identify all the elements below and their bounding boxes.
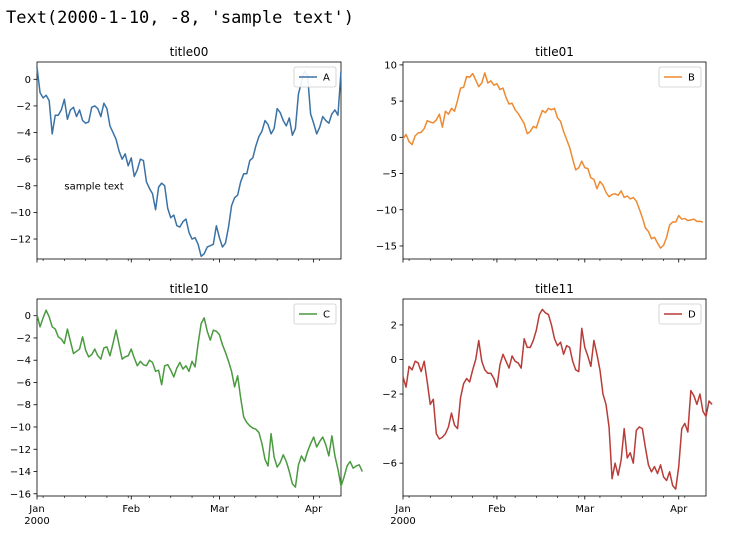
- legend: C: [293, 303, 337, 325]
- legend: A: [293, 66, 337, 88]
- y-tick-label: 2: [391, 320, 397, 331]
- y-tick-label: −2: [382, 390, 397, 401]
- axes-frame: [36, 61, 342, 260]
- y-tick-label: −4: [16, 356, 31, 367]
- y-tick-label: −10: [10, 422, 31, 433]
- y-tick-label: 0: [391, 355, 397, 366]
- chart-title: title00: [170, 45, 209, 59]
- y-tick-label: 5: [391, 97, 397, 108]
- subplot-title11: title11 2 0 −2 −4 −6 Jan Feb Mar Apr 2000 D: [382, 282, 713, 527]
- series-line-B: [402, 72, 704, 249]
- y-tick-label: −10: [376, 205, 397, 216]
- legend: B: [658, 66, 702, 88]
- x-year-label: 2000: [390, 516, 415, 527]
- axes-frame: [402, 61, 707, 260]
- repr-output: Text(2000-1-10, -8, 'sample text'): [6, 8, 354, 28]
- x-tick-label: Apr: [305, 504, 323, 515]
- y-tick-label: −8: [16, 181, 31, 192]
- series-line-D: [402, 308, 713, 490]
- y-tick-label: −6: [382, 459, 397, 470]
- x-tick-label: Mar: [575, 504, 595, 515]
- y-tick-label: −10: [10, 208, 31, 219]
- x-tick-label: Feb: [122, 504, 140, 515]
- x-tick-label: Jan: [394, 504, 410, 515]
- annotation-text: sample text: [64, 181, 123, 192]
- axes-frame: [36, 298, 342, 497]
- x-year-label: 2000: [24, 516, 49, 527]
- y-tick-label: −5: [382, 169, 397, 180]
- y-tick-label: −16: [10, 489, 31, 500]
- series-line-C: [36, 309, 363, 488]
- legend-label: B: [688, 73, 695, 84]
- chart-title: title10: [170, 282, 209, 296]
- series-line-A: [36, 67, 342, 258]
- x-tick-label: Jan: [28, 504, 44, 515]
- subplot-title10: title10 0 −2 −4 −6 −8 −10 −12 −14 −16 Jan Feb Mar Apr…: [10, 282, 363, 527]
- legend-label: C: [323, 310, 330, 321]
- y-tick-label: −6: [16, 155, 31, 166]
- y-tick-label: −4: [382, 424, 397, 435]
- y-tick-label: 10: [384, 60, 397, 71]
- subplot-title00: title00 0 −2 −4 −6 −8 −10 −12 sample text A: [10, 45, 342, 263]
- x-tick-label: Mar: [210, 504, 230, 515]
- y-tick-label: 0: [25, 75, 31, 86]
- y-tick-label: −2: [16, 333, 31, 344]
- chart-title: title11: [535, 282, 574, 296]
- y-tick-label: −12: [10, 445, 31, 456]
- x-tick-label: Apr: [670, 504, 688, 515]
- axes-frame: [402, 298, 707, 497]
- chart-title: title01: [535, 45, 574, 59]
- y-tick-label: −8: [16, 400, 31, 411]
- y-tick-label: 0: [391, 133, 397, 144]
- legend: D: [658, 303, 702, 325]
- subplot-title01: title01 10 5 0 −5 −10 −15 B: [376, 45, 707, 263]
- y-tick-label: −2: [16, 101, 31, 112]
- y-tick-label: −14: [10, 467, 31, 478]
- legend-label: A: [323, 73, 330, 84]
- x-tick-label: Feb: [488, 504, 506, 515]
- y-tick-label: −6: [16, 378, 31, 389]
- y-tick-label: 0: [25, 311, 31, 322]
- y-tick-label: −4: [16, 128, 31, 139]
- y-tick-label: −15: [376, 241, 397, 252]
- legend-label: D: [688, 310, 696, 321]
- y-tick-label: −12: [10, 235, 31, 246]
